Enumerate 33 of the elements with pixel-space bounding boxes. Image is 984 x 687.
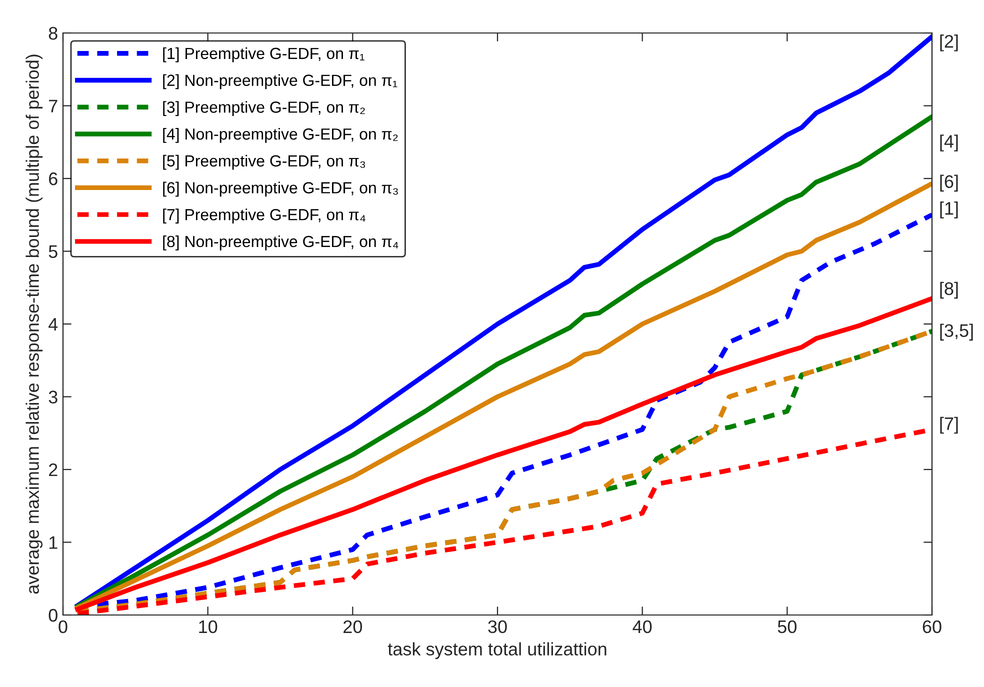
text: [8] bbox=[940, 282, 958, 299]
legend-label: [6] Non-preemptive G-EDF, on π₃ bbox=[163, 182, 398, 197]
text: [6] bbox=[940, 174, 958, 192]
legend-label: [3] Preemptive G-EDF, on π₂ bbox=[163, 101, 365, 116]
x-tick-label: 20 bbox=[344, 620, 362, 634]
text: [2] bbox=[940, 34, 958, 52]
y-tick-label: 1 bbox=[49, 536, 58, 549]
x-axis-title: task system total utilizattion bbox=[388, 642, 606, 660]
y-tick-label: 2 bbox=[49, 463, 58, 476]
x-tick-label: 30 bbox=[488, 620, 507, 634]
legend-label: [2] Non-preemptive G-EDF, on π₁ bbox=[163, 74, 398, 90]
text: [4] bbox=[940, 134, 958, 152]
legend-label: [7] Preemptive G-EDF, on π₄ bbox=[163, 208, 366, 224]
y-tick-label: 0 bbox=[48, 608, 58, 622]
text: [3,5] bbox=[940, 324, 973, 341]
x-tick-label: 0 bbox=[58, 620, 68, 634]
x-tick-label: 60 bbox=[922, 620, 942, 634]
legend-label: [1] Preemptive G-EDF, on π₁ bbox=[163, 47, 364, 62]
text: [1] bbox=[940, 202, 958, 218]
x-tick-label: 10 bbox=[199, 620, 218, 634]
y-axis-title: average maximum relative response-time bound (multiple of period) bbox=[26, 54, 43, 594]
y-tick-label: 5 bbox=[48, 245, 58, 258]
y-tick-label: 6 bbox=[49, 172, 58, 186]
y-tick-label: 3 bbox=[48, 390, 58, 404]
legend-label: [4] Non-preemptive G-EDF, on π₂ bbox=[163, 128, 398, 143]
y-tick-label: 8 bbox=[48, 26, 58, 40]
y-tick-label: 4 bbox=[48, 318, 58, 331]
text: [7] bbox=[940, 416, 958, 434]
x-tick-label: 50 bbox=[778, 620, 797, 634]
legend-label: [8] Non-preemptive G-EDF, on π₄ bbox=[163, 235, 398, 250]
y-tick-label: 7 bbox=[49, 100, 58, 112]
legend-label: [5] Preemptive G-EDF, on π₃ bbox=[163, 154, 366, 170]
x-tick-label: 40 bbox=[632, 620, 652, 634]
